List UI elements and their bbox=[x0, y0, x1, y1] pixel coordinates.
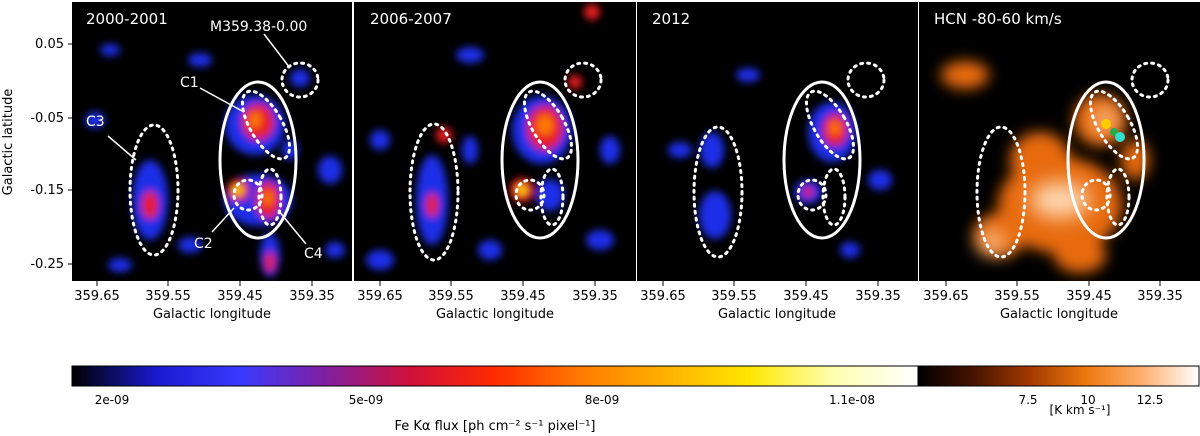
m359-region bbox=[280, 61, 320, 99]
marker-cyan bbox=[1115, 132, 1125, 142]
colorbar-hcn-tick: 7.5 bbox=[1018, 393, 1037, 407]
region-outlines bbox=[975, 61, 1170, 259]
c2-region bbox=[796, 178, 828, 212]
c1-label: C1 bbox=[180, 75, 199, 91]
c1-region bbox=[522, 89, 574, 161]
x-tick-labels-panel-1: 359.65 359.55 359.45 359.35 bbox=[74, 289, 335, 304]
c4-region bbox=[539, 167, 565, 227]
panel-title: 2006-2007 bbox=[370, 10, 452, 28]
x-tick-labels-panel-2: 359.65 359.55 359.45 359.35 bbox=[357, 289, 618, 304]
c3-region bbox=[975, 125, 1027, 259]
x-axis-label: Galactic longitude bbox=[1000, 307, 1118, 322]
panel-hcn: HCN -80-60 km/s bbox=[919, 2, 1200, 281]
colorbar-hcn: 7.5 10 12.5 [K km s⁻¹] bbox=[918, 365, 1200, 417]
c4-region bbox=[257, 167, 283, 227]
c1-region bbox=[240, 89, 292, 161]
colorbar-fe-tick: 2e-09 bbox=[95, 393, 130, 407]
fe-emission-map bbox=[366, 4, 620, 270]
colorbar-fe: 2e-09 5e-09 8e-09 1.1e-08 Fe Kα flux [ph… bbox=[71, 365, 919, 434]
x-tick-label: 359.65 bbox=[357, 289, 403, 304]
c1-region bbox=[1088, 89, 1140, 161]
m359-region bbox=[563, 61, 603, 99]
x-tick-label: 359.35 bbox=[572, 289, 618, 304]
colorbar-hcn-tick: 12.5 bbox=[1137, 393, 1164, 407]
y-tick-label: -0.25 bbox=[30, 257, 64, 272]
m359-region bbox=[1130, 61, 1170, 99]
c2-region bbox=[514, 178, 546, 212]
x-tick-label: 359.55 bbox=[711, 289, 757, 304]
c4-label: C4 bbox=[304, 246, 323, 262]
panel-title: 2012 bbox=[652, 10, 690, 28]
x-axis-label: Galactic longitude bbox=[436, 307, 554, 322]
m359-region bbox=[846, 61, 886, 99]
region-outlines bbox=[408, 61, 603, 262]
panel-2006-2007: 2006-2007 bbox=[354, 2, 636, 281]
colorbar-fe-tick: 1.1e-08 bbox=[829, 393, 875, 407]
x-tick-label: 359.55 bbox=[145, 289, 191, 304]
x-tick-label: 359.35 bbox=[855, 289, 901, 304]
main-region bbox=[782, 80, 862, 240]
x-tick-label: 359.45 bbox=[500, 289, 546, 304]
panel-2012: 2012 bbox=[637, 2, 918, 281]
colorbar-fe-tick: 5e-09 bbox=[349, 393, 384, 407]
x-axis-label: Galactic longitude bbox=[718, 307, 836, 322]
c3-label: C3 bbox=[86, 114, 105, 130]
colorbar-hcn-label: [K km s⁻¹] bbox=[1050, 403, 1111, 417]
x-tick-label: 359.35 bbox=[1137, 289, 1183, 304]
x-tick-label: 359.55 bbox=[994, 289, 1040, 304]
y-tick-label: -0.15 bbox=[30, 183, 64, 198]
axis-ticks bbox=[68, 43, 1161, 286]
colorbar-fe-tick: 8e-09 bbox=[585, 393, 620, 407]
c2-label: C2 bbox=[194, 236, 213, 252]
region-outlines bbox=[128, 61, 320, 257]
y-tick-label: 0.05 bbox=[35, 37, 64, 52]
annotation-leaders bbox=[107, 33, 307, 245]
c3-region bbox=[692, 125, 744, 259]
x-tick-label: 359.65 bbox=[74, 289, 120, 304]
marker-yellow bbox=[1101, 119, 1111, 129]
panel-title: 2000-2001 bbox=[86, 10, 168, 28]
panel-2000-2001: 2000-2001 M359.38-0.00 C1 C3 C2 C4 bbox=[72, 2, 352, 281]
x-tick-label: 359.55 bbox=[428, 289, 474, 304]
c1-region bbox=[804, 89, 856, 161]
x-tick-label: 359.35 bbox=[289, 289, 335, 304]
x-axis-label: Galactic longitude bbox=[153, 307, 271, 322]
main-region bbox=[500, 80, 580, 240]
x-tick-labels-panel-3: 359.65 359.55 359.45 359.35 bbox=[640, 289, 901, 304]
x-tick-labels-panel-4: 359.65 359.55 359.45 359.35 bbox=[923, 289, 1183, 304]
source-markers bbox=[1101, 119, 1125, 142]
colorbar-hcn-tick: 10 bbox=[1080, 393, 1095, 407]
x-tick-label: 359.45 bbox=[217, 289, 263, 304]
c3-region bbox=[408, 122, 460, 262]
main-region bbox=[1066, 80, 1146, 240]
fe-emission-map bbox=[85, 44, 345, 277]
x-tick-label: 359.65 bbox=[923, 289, 969, 304]
y-tick-label: -0.05 bbox=[30, 111, 64, 126]
x-tick-label: 359.45 bbox=[783, 289, 829, 304]
c4-region bbox=[821, 167, 847, 227]
c3-region bbox=[128, 123, 180, 257]
main-region bbox=[218, 80, 298, 240]
x-tick-label: 359.65 bbox=[640, 289, 686, 304]
region-outlines bbox=[692, 61, 886, 259]
panel-title: HCN -80-60 km/s bbox=[934, 10, 1062, 28]
colorbar-fe-label: Fe Kα flux [ph cm⁻² s⁻¹ pixel⁻¹] bbox=[395, 419, 596, 434]
c2-region bbox=[232, 178, 264, 212]
m359-label: M359.38-0.00 bbox=[210, 19, 307, 35]
x-tick-label: 359.45 bbox=[1066, 289, 1112, 304]
c4-region bbox=[1105, 167, 1131, 227]
y-axis-label: Galactic latitude bbox=[1, 89, 16, 196]
c2-region bbox=[1080, 178, 1112, 212]
